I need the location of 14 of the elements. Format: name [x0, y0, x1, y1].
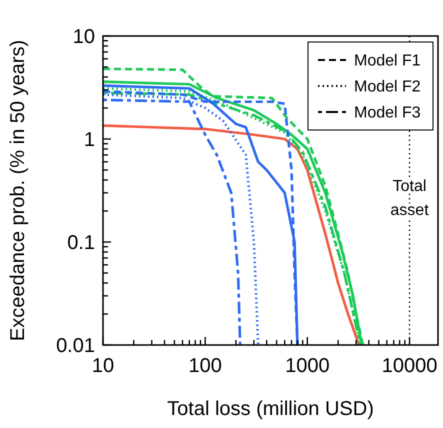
x-tick-label: 100 — [188, 355, 222, 377]
annotation: Model F2 — [354, 78, 421, 96]
ref-line-label: Total asset — [390, 178, 430, 219]
x-tick-label: 1000 — [285, 355, 330, 377]
annotation: Model F3 — [354, 104, 421, 122]
y-tick-label: 1 — [84, 129, 95, 151]
x-tick-label: 10 — [92, 355, 114, 377]
y-tick-label: 0.01 — [56, 335, 95, 357]
y-axis-title: Exceedance prob. (% in 50 years) — [7, 40, 29, 342]
x-tick-label: 10000 — [382, 355, 438, 377]
annotation: Model F1 — [354, 52, 421, 70]
y-tick-label: 0.1 — [67, 232, 95, 254]
y-tick-label: 10 — [72, 26, 95, 48]
x-axis-title: Total loss (million USD) — [167, 398, 374, 420]
